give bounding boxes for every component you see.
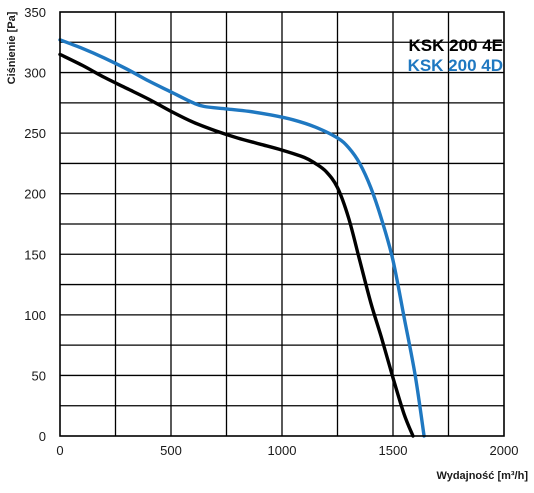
y-tick-label: 200 xyxy=(24,187,46,202)
y-tick-label: 0 xyxy=(39,429,46,444)
y-tick-label: 300 xyxy=(24,66,46,81)
x-axis-title: Wydajność [m³/h] xyxy=(437,470,529,482)
x-tick-label: 0 xyxy=(56,443,63,458)
plot-border xyxy=(59,11,505,437)
y-axis-title: Ciśnienie [Pa] xyxy=(6,11,18,84)
series-line-1 xyxy=(58,38,426,438)
legend-entry-1: KSK 200 4D xyxy=(408,56,503,75)
y-tick-label: 250 xyxy=(24,126,46,141)
y-tick-label: 100 xyxy=(24,308,46,323)
x-tick-label: 1500 xyxy=(379,443,408,458)
series-lines xyxy=(58,38,426,438)
x-tick-label: 2000 xyxy=(490,443,519,458)
plot-frame xyxy=(59,11,505,437)
grid xyxy=(60,12,504,436)
x-tick-label: 500 xyxy=(160,443,182,458)
tick-labels: 0 500 1000 1500 2000 0 50 100 150 200 250 300 350 xyxy=(24,5,518,458)
series-line-0 xyxy=(58,52,415,438)
y-tick-label: 150 xyxy=(24,247,46,262)
x-tick-label: 1000 xyxy=(268,443,297,458)
axis-titles: Ciśnienie [Pa] Wydajność [m³/h] xyxy=(6,11,528,482)
y-tick-label: 50 xyxy=(32,368,46,383)
legend-entry-0: KSK 200 4E xyxy=(409,36,504,55)
y-tick-label: 350 xyxy=(24,5,46,20)
